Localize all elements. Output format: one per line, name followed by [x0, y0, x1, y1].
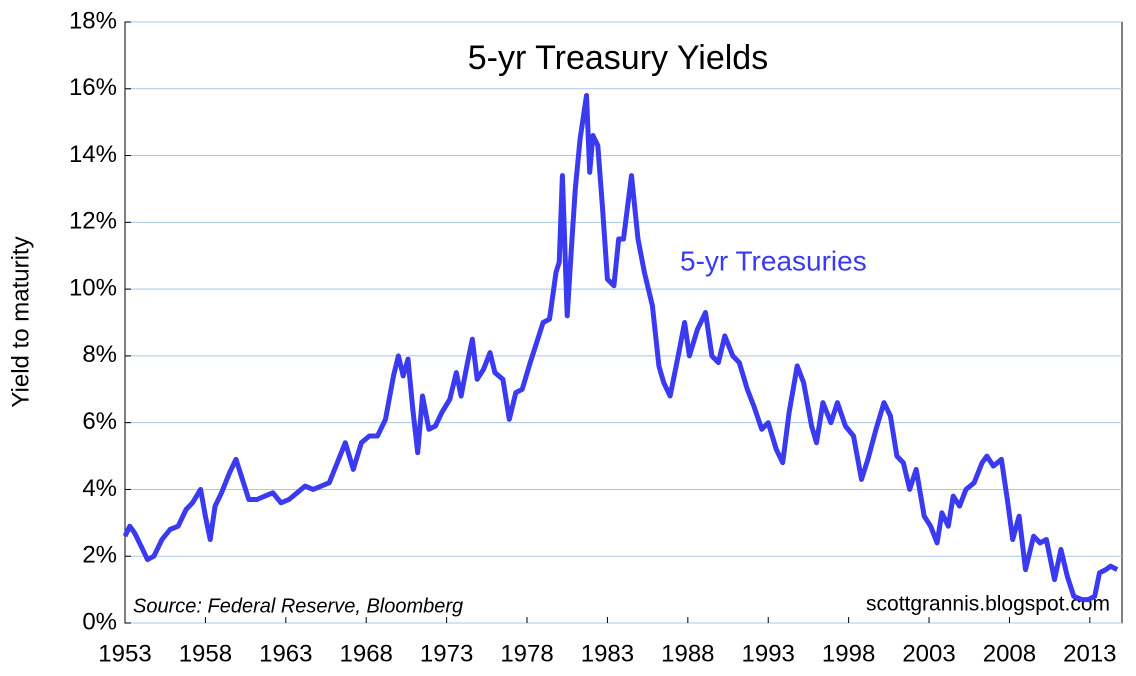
x-tick-label: 2013: [1063, 640, 1116, 667]
x-tick-label: 1953: [98, 640, 151, 667]
y-axis-label: Yield to maturity: [7, 236, 34, 407]
x-tick-label: 1993: [742, 640, 795, 667]
x-tick-label: 1983: [581, 640, 634, 667]
y-tick-label: 18%: [69, 7, 117, 34]
plot-frame: [124, 21, 1123, 624]
y-tick-label: 16%: [69, 74, 117, 101]
chart-title: 5-yr Treasury Yields: [468, 39, 768, 77]
x-tick-label: 1968: [340, 640, 393, 667]
x-tick-label: 1978: [500, 640, 553, 667]
x-tick-label: 2008: [983, 640, 1036, 667]
x-tick-label: 1988: [661, 640, 714, 667]
x-tick-label: 1973: [420, 640, 473, 667]
x-tick-label: 1963: [259, 640, 312, 667]
series-line: [122, 93, 1119, 603]
source-note: Source: Federal Reserve, Bloomberg: [133, 595, 463, 617]
x-tick-label: 1958: [179, 640, 232, 667]
y-tick-label: 14%: [69, 141, 117, 168]
credit: scottgrannis.blogspot.com: [866, 593, 1110, 616]
y-tick-label: 0%: [82, 608, 117, 635]
y-tick-label: 2%: [82, 542, 117, 569]
x-tick-label: 1998: [822, 640, 875, 667]
series-label: 5-yr Treasuries: [680, 245, 867, 276]
y-tick-label: 6%: [82, 408, 117, 435]
y-tick-label: 10%: [69, 274, 117, 301]
y-tick-label: 12%: [69, 208, 117, 235]
x-tick-label: 2003: [902, 640, 955, 667]
y-tick-label: 4%: [82, 475, 117, 502]
y-tick-label: 8%: [82, 341, 117, 368]
